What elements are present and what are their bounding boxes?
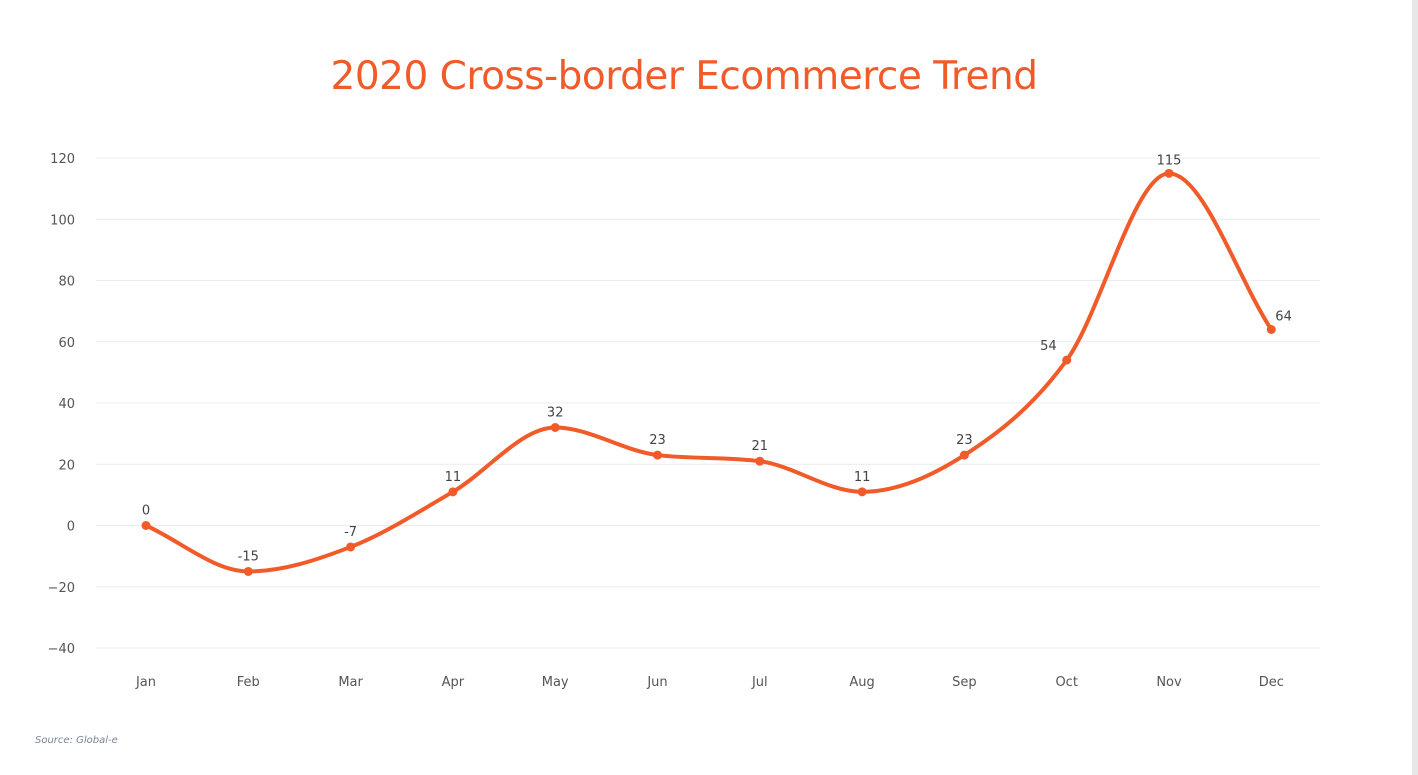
x-tick-label: Jun bbox=[646, 675, 667, 690]
y-tick-label: −40 bbox=[48, 642, 75, 657]
data-point bbox=[1266, 325, 1276, 334]
data-point bbox=[141, 521, 151, 530]
y-tick-label: 20 bbox=[58, 458, 75, 473]
y-tick-label: −20 bbox=[48, 581, 75, 596]
y-tick-label: 40 bbox=[58, 397, 75, 412]
x-axis-ticks: Jan Feb Mar Apr May Jun Jul Aug Sep Oct Nov Dec bbox=[135, 675, 1284, 690]
y-tick-label: 80 bbox=[58, 275, 75, 290]
series-line-layer bbox=[144, 171, 1274, 574]
window-scrollbar-edge bbox=[1412, 0, 1418, 775]
x-tick-label: Feb bbox=[237, 675, 260, 690]
y-tick-label: 0 bbox=[67, 520, 75, 535]
y-tick-label: 60 bbox=[58, 336, 75, 351]
x-tick-label: Apr bbox=[442, 675, 465, 690]
data-point bbox=[653, 450, 662, 460]
data-label: 54 bbox=[1040, 339, 1057, 354]
data-label: 115 bbox=[1157, 153, 1182, 168]
y-axis-ticks: 120 100 80 60 40 20 0 −20 −40 bbox=[48, 152, 75, 657]
data-point bbox=[1164, 168, 1174, 178]
data-label: 11 bbox=[854, 470, 871, 485]
x-tick-label: Mar bbox=[338, 675, 363, 690]
gridlines bbox=[96, 157, 1320, 649]
x-tick-label: Jan bbox=[135, 675, 156, 690]
data-point bbox=[243, 566, 253, 576]
x-tick-label: Oct bbox=[1055, 675, 1077, 690]
data-point bbox=[448, 487, 458, 497]
data-point bbox=[346, 542, 356, 552]
data-label: 64 bbox=[1275, 310, 1292, 325]
data-label: 11 bbox=[445, 470, 462, 485]
source-note: Source: Global-e bbox=[35, 735, 118, 746]
y-tick-label: 120 bbox=[50, 152, 75, 167]
data-point bbox=[755, 456, 765, 466]
data-label: 21 bbox=[752, 439, 769, 454]
data-points bbox=[141, 168, 1276, 576]
data-labels: 0 -15 -7 11 32 23 21 11 23 54 115 64 bbox=[142, 153, 1292, 564]
x-tick-label: Aug bbox=[849, 675, 874, 690]
data-point bbox=[959, 450, 969, 460]
data-label: 23 bbox=[956, 433, 973, 448]
y-tick-label: 100 bbox=[50, 213, 75, 228]
data-point bbox=[1062, 355, 1072, 365]
x-tick-label: May bbox=[542, 675, 569, 690]
series-line bbox=[144, 171, 1274, 574]
data-label: -7 bbox=[344, 525, 357, 540]
data-label: 0 bbox=[142, 504, 150, 519]
chart-title: 2020 Cross-border Ecommerce Trend bbox=[330, 54, 1038, 99]
x-tick-label: Nov bbox=[1156, 675, 1182, 690]
data-label: 32 bbox=[547, 406, 564, 421]
data-point bbox=[550, 423, 560, 432]
x-tick-label: Sep bbox=[952, 675, 977, 690]
data-label: -15 bbox=[238, 549, 259, 564]
data-point bbox=[857, 487, 867, 497]
x-tick-label: Jul bbox=[751, 675, 768, 690]
x-tick-label: Dec bbox=[1259, 675, 1284, 690]
data-label: 23 bbox=[649, 433, 666, 448]
